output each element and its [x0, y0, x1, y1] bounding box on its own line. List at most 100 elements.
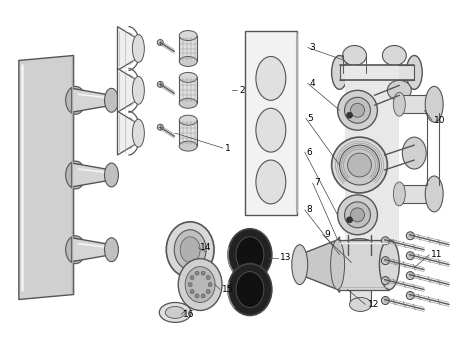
Ellipse shape — [406, 292, 414, 300]
Bar — [350, 270, 372, 304]
Text: 2: 2 — [239, 86, 245, 95]
Polygon shape — [19, 56, 73, 300]
Polygon shape — [72, 163, 113, 187]
Ellipse shape — [381, 276, 389, 285]
Ellipse shape — [236, 272, 264, 307]
Bar — [339, 65, 414, 80]
Ellipse shape — [344, 253, 352, 261]
Bar — [245, 30, 297, 215]
Ellipse shape — [256, 160, 286, 204]
Ellipse shape — [347, 153, 372, 177]
Polygon shape — [72, 238, 113, 262]
Bar — [338, 240, 389, 289]
Text: 11: 11 — [431, 250, 443, 259]
Ellipse shape — [201, 271, 205, 275]
Ellipse shape — [338, 239, 381, 271]
Ellipse shape — [379, 240, 399, 289]
Text: 8: 8 — [307, 205, 312, 214]
Ellipse shape — [332, 137, 387, 193]
Ellipse shape — [406, 56, 422, 89]
Polygon shape — [72, 88, 113, 112]
Ellipse shape — [347, 247, 372, 262]
Ellipse shape — [345, 245, 373, 265]
Text: 14: 14 — [200, 243, 212, 252]
Ellipse shape — [339, 145, 379, 185]
Polygon shape — [118, 111, 140, 155]
Ellipse shape — [351, 103, 365, 117]
Ellipse shape — [338, 90, 378, 130]
Ellipse shape — [188, 282, 192, 287]
Ellipse shape — [174, 230, 206, 270]
Ellipse shape — [228, 229, 272, 281]
Ellipse shape — [66, 236, 86, 264]
Ellipse shape — [381, 237, 389, 245]
Bar — [345, 65, 399, 275]
Ellipse shape — [133, 35, 144, 62]
Ellipse shape — [185, 267, 215, 302]
Ellipse shape — [346, 112, 352, 118]
Ellipse shape — [236, 237, 264, 273]
Ellipse shape — [393, 92, 405, 116]
Ellipse shape — [105, 238, 119, 262]
Text: 6: 6 — [307, 148, 312, 156]
Ellipse shape — [179, 141, 197, 151]
Ellipse shape — [157, 81, 163, 88]
Ellipse shape — [105, 163, 119, 187]
Ellipse shape — [66, 161, 86, 189]
Text: 4: 4 — [310, 79, 315, 88]
Text: 13: 13 — [280, 253, 291, 262]
Ellipse shape — [201, 294, 205, 298]
Ellipse shape — [381, 257, 389, 265]
Ellipse shape — [256, 56, 286, 100]
Ellipse shape — [381, 296, 389, 304]
Ellipse shape — [133, 76, 144, 104]
Text: 16: 16 — [183, 310, 195, 319]
Ellipse shape — [105, 88, 119, 112]
Ellipse shape — [180, 237, 200, 262]
Ellipse shape — [159, 302, 191, 322]
Ellipse shape — [179, 72, 197, 82]
Ellipse shape — [406, 272, 414, 280]
Ellipse shape — [425, 86, 443, 122]
Ellipse shape — [157, 40, 163, 46]
Ellipse shape — [206, 289, 210, 294]
Bar — [179, 77, 197, 103]
Ellipse shape — [195, 294, 199, 298]
Ellipse shape — [165, 307, 185, 319]
Bar — [399, 185, 434, 203]
Ellipse shape — [166, 222, 214, 278]
Polygon shape — [118, 68, 140, 112]
Ellipse shape — [178, 259, 222, 310]
Ellipse shape — [133, 119, 144, 147]
Ellipse shape — [195, 271, 199, 275]
Ellipse shape — [351, 208, 365, 222]
Text: 10: 10 — [434, 116, 445, 125]
Text: 1: 1 — [225, 144, 231, 153]
Bar — [179, 120, 197, 146]
Ellipse shape — [350, 298, 372, 312]
Ellipse shape — [350, 262, 372, 276]
Ellipse shape — [331, 240, 345, 289]
Ellipse shape — [206, 275, 210, 280]
Ellipse shape — [393, 182, 405, 206]
Ellipse shape — [425, 176, 443, 212]
Ellipse shape — [332, 56, 347, 89]
Text: 7: 7 — [315, 178, 320, 188]
Polygon shape — [295, 237, 339, 293]
Ellipse shape — [66, 86, 86, 114]
Ellipse shape — [346, 217, 352, 223]
Ellipse shape — [406, 232, 414, 240]
Ellipse shape — [228, 264, 272, 315]
Text: 15: 15 — [222, 285, 233, 294]
Ellipse shape — [190, 289, 194, 294]
Ellipse shape — [179, 98, 197, 108]
Text: 5: 5 — [308, 114, 313, 123]
Ellipse shape — [292, 245, 308, 285]
Ellipse shape — [179, 56, 197, 66]
Text: 3: 3 — [310, 43, 315, 52]
Ellipse shape — [179, 30, 197, 41]
Bar — [399, 95, 434, 113]
Ellipse shape — [179, 115, 197, 125]
Ellipse shape — [402, 137, 426, 169]
Ellipse shape — [256, 108, 286, 152]
